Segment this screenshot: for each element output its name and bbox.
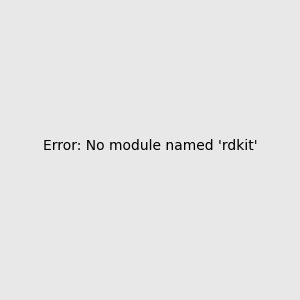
Text: Error: No module named 'rdkit': Error: No module named 'rdkit' <box>43 139 257 153</box>
